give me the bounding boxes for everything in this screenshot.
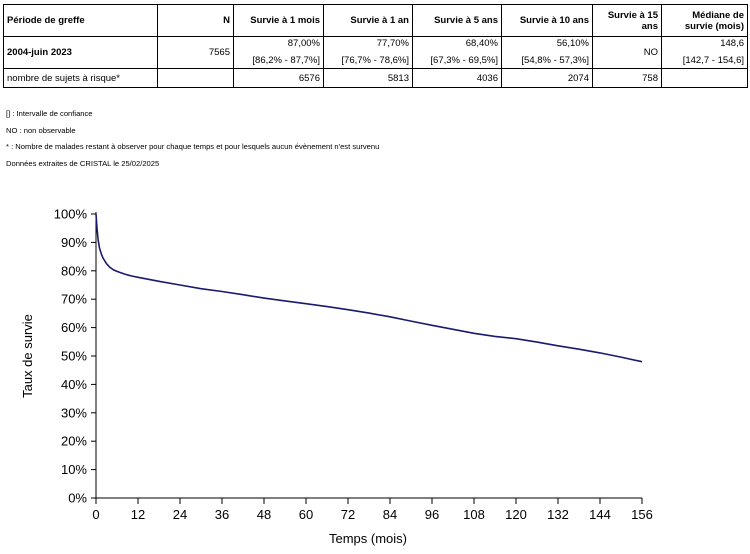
row-period: 2004-juin 2023 <box>3 36 158 69</box>
cell-survie-10-ans: 56,10% [54,8% - 57,3%] <box>501 36 593 69</box>
y-tick-label: 80% <box>61 263 87 278</box>
value-survie-1-an: 77,70% <box>376 38 409 49</box>
x-tick-label: 96 <box>425 507 439 522</box>
survival-table: Période de greffe N Survie à 1 mois Surv… <box>3 4 748 88</box>
x-tick-label: 156 <box>631 507 653 522</box>
risk-10-ans: 2074 <box>501 68 593 88</box>
y-tick-label: 0% <box>68 491 87 506</box>
y-tick-label: 10% <box>61 462 87 477</box>
ci-mediane: [142,7 - 154,6] <box>682 55 744 66</box>
y-tick-label: 40% <box>61 377 87 392</box>
risk-1-mois: 6576 <box>233 68 324 88</box>
survival-chart: 0% 10% 20% 30% 40% 50% 60% 70% 80% 90% 100% 0 12 24 36… <box>20 207 653 547</box>
cell-survie-5-ans: 68,40% [67,3% - 69,5%] <box>412 36 502 69</box>
y-axis-label: Taux de survie <box>20 314 35 398</box>
note-ci: [] : Intervalle de confiance <box>6 109 93 118</box>
y-tick-label: 70% <box>61 292 87 307</box>
risk-mediane-empty <box>661 68 748 88</box>
header-survie-15-ans: Survie à 15 ans <box>592 4 662 37</box>
risk-15-ans: 758 <box>592 68 662 88</box>
footnotes: [] : Intervalle de confiance NO : non ob… <box>6 106 379 172</box>
value-survie-1-mois: 87,00% <box>287 38 320 49</box>
x-tick-label: 72 <box>341 507 355 522</box>
header-n: N <box>157 4 234 37</box>
cell-survie-15-ans: NO <box>592 36 662 69</box>
x-tick-label: 84 <box>383 507 397 522</box>
y-tick-label: 50% <box>61 349 87 364</box>
chart-series <box>95 213 643 363</box>
ci-survie-1-mois: [86,2% - 87,7%] <box>252 55 320 66</box>
header-mediane: Médiane de survie (mois) <box>661 4 748 37</box>
x-tick-label: 12 <box>131 507 145 522</box>
survival-curve-line <box>95 213 643 363</box>
risk-label: nombre de sujets à risque* <box>3 68 158 88</box>
y-tick-label: 100% <box>54 207 88 222</box>
x-tick-label: 36 <box>215 507 229 522</box>
risk-empty <box>157 68 234 88</box>
x-tick-label: 0 <box>92 507 99 522</box>
chart-axes: 0% 10% 20% 30% 40% 50% 60% 70% 80% 90% 100% 0 12 24 36… <box>54 207 653 523</box>
ci-survie-10-ans: [54,8% - 57,3%] <box>521 55 589 66</box>
header-period: Période de greffe <box>3 4 158 37</box>
header-survie-1-mois: Survie à 1 mois <box>233 4 324 37</box>
risk-5-ans: 4036 <box>412 68 502 88</box>
ci-survie-1-an: [76,7% - 78,6%] <box>341 55 409 66</box>
value-survie-5-ans: 68,40% <box>465 38 498 49</box>
row-n: 7565 <box>157 36 234 69</box>
x-tick-label: 108 <box>463 507 485 522</box>
cell-survie-1-mois: 87,00% [86,2% - 87,7%] <box>233 36 324 69</box>
note-source: Données extraites de CRISTAL le 25/02/20… <box>6 158 160 168</box>
y-tick-label: 30% <box>61 405 87 420</box>
x-tick-label: 144 <box>589 507 611 522</box>
header-survie-10-ans: Survie à 10 ans <box>501 4 593 37</box>
x-tick-label: 132 <box>547 507 569 522</box>
header-survie-5-ans: Survie à 5 ans <box>412 4 502 37</box>
y-tick-label: 90% <box>61 235 87 250</box>
x-tick-label: 60 <box>299 507 313 522</box>
x-tick-label: 48 <box>257 507 271 522</box>
value-survie-10-ans: 56,10% <box>556 38 589 49</box>
risk-1-an: 5813 <box>323 68 413 88</box>
table-row: 2004-juin 2023 7565 87,00% [86,2% - 87,7… <box>3 36 748 69</box>
cell-mediane: 148,6 [142,7 - 154,6] <box>661 36 748 69</box>
value-mediane: 148,6 <box>720 38 744 49</box>
x-axis-label: Temps (mois) <box>329 531 407 546</box>
y-tick-label: 60% <box>61 320 87 335</box>
ci-survie-5-ans: [67,3% - 69,5%] <box>430 55 498 66</box>
y-tick-label: 20% <box>61 434 87 449</box>
note-no: NO : non observable <box>6 125 76 135</box>
table-header-row: Période de greffe N Survie à 1 mois Surv… <box>3 4 748 37</box>
x-tick-label: 24 <box>173 507 187 522</box>
x-tick-label: 120 <box>505 507 527 522</box>
note-risk: * : Nombre de malades restant à observer… <box>6 142 380 151</box>
risk-row: nombre de sujets à risque* 6576 5813 403… <box>3 68 748 88</box>
header-survie-1-an: Survie à 1 an <box>323 4 413 37</box>
cell-survie-1-an: 77,70% [76,7% - 78,6%] <box>323 36 413 69</box>
